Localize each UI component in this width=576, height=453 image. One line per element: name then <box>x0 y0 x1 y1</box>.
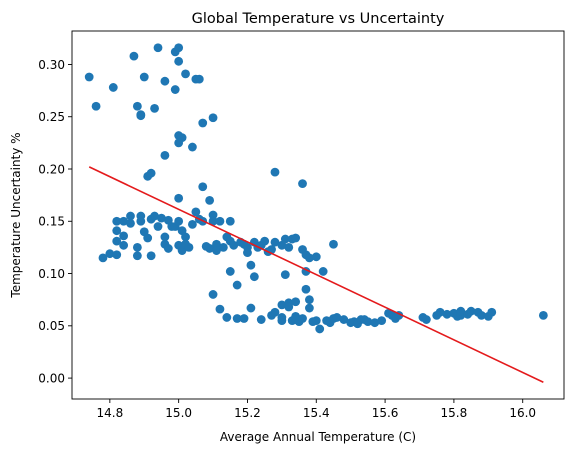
data-point <box>109 83 118 92</box>
y-tick-label: 0.15 <box>38 215 65 229</box>
data-point <box>174 138 183 147</box>
data-point <box>226 217 235 226</box>
data-point <box>198 119 207 128</box>
data-point <box>171 85 180 94</box>
data-point <box>140 73 149 82</box>
chart-title: Global Temperature vs Uncertainty <box>192 11 445 27</box>
x-tick-label: 15.4 <box>303 406 330 420</box>
y-tick-label: 0.00 <box>38 371 65 385</box>
data-point <box>216 305 225 314</box>
trend-line <box>89 167 543 382</box>
data-point <box>284 243 293 252</box>
data-point <box>319 267 328 276</box>
data-point <box>174 194 183 203</box>
data-point <box>188 143 197 152</box>
data-point <box>329 240 338 249</box>
data-point <box>174 57 183 66</box>
data-point <box>271 168 280 177</box>
x-tick-label: 14.8 <box>96 406 123 420</box>
data-point <box>219 243 228 252</box>
data-point <box>92 102 101 111</box>
data-point <box>233 281 242 290</box>
data-point <box>164 244 173 253</box>
data-point <box>161 77 170 86</box>
x-tick-label: 15.0 <box>165 406 192 420</box>
x-tick-label: 15.6 <box>372 406 399 420</box>
data-point <box>209 290 218 299</box>
data-point <box>181 69 190 78</box>
data-point <box>422 315 431 324</box>
data-point <box>195 75 204 84</box>
data-point <box>205 196 214 205</box>
y-tick-label: 0.05 <box>38 319 65 333</box>
x-tick-label: 16.0 <box>509 406 536 420</box>
y-tick-label: 0.10 <box>38 267 65 281</box>
data-point <box>226 267 235 276</box>
data-point <box>302 285 311 294</box>
data-point <box>312 252 321 261</box>
data-point <box>377 316 386 325</box>
x-tick-label: 15.2 <box>234 406 261 420</box>
data-point <box>136 217 145 226</box>
data-point <box>315 325 324 334</box>
data-point <box>247 261 256 270</box>
x-tick-label: 15.8 <box>441 406 468 420</box>
data-point <box>154 222 163 231</box>
data-point <box>133 102 142 111</box>
data-point <box>243 248 252 257</box>
data-point <box>240 314 249 323</box>
data-point <box>305 304 314 313</box>
data-point <box>250 272 259 281</box>
data-point <box>174 43 183 52</box>
data-point <box>281 270 290 279</box>
data-point <box>247 304 256 313</box>
x-axis-label: Average Annual Temperature (C) <box>220 430 416 444</box>
data-point <box>147 251 156 260</box>
data-point <box>126 219 135 228</box>
axes-frame <box>72 31 564 399</box>
data-point <box>161 151 170 160</box>
data-point <box>216 217 225 226</box>
data-point <box>185 243 194 252</box>
y-tick-label: 0.20 <box>38 162 65 176</box>
data-point <box>257 315 266 324</box>
data-point <box>136 110 145 119</box>
data-point <box>198 182 207 191</box>
plot-area <box>85 43 548 382</box>
data-point <box>119 241 128 250</box>
data-point <box>312 316 321 325</box>
data-point <box>305 295 314 304</box>
data-point <box>209 113 218 122</box>
data-point <box>174 217 183 226</box>
data-point <box>147 169 156 178</box>
data-point <box>539 311 548 320</box>
data-point <box>154 43 163 52</box>
data-point <box>133 251 142 260</box>
y-tick-label: 0.25 <box>38 110 65 124</box>
data-point <box>222 313 231 322</box>
data-point <box>487 308 496 317</box>
y-tick-label: 0.30 <box>38 58 65 72</box>
data-point <box>291 297 300 306</box>
data-point <box>291 234 300 243</box>
data-point <box>119 232 128 241</box>
data-point <box>143 234 152 243</box>
data-point <box>112 250 121 259</box>
y-axis-label: Temperature Uncertainty % <box>9 132 23 298</box>
data-point <box>277 316 286 325</box>
data-point <box>85 73 94 82</box>
data-point <box>298 179 307 188</box>
data-point <box>298 314 307 323</box>
data-point <box>150 104 159 113</box>
data-point <box>260 237 269 246</box>
data-point <box>133 243 142 252</box>
data-point <box>130 52 139 61</box>
